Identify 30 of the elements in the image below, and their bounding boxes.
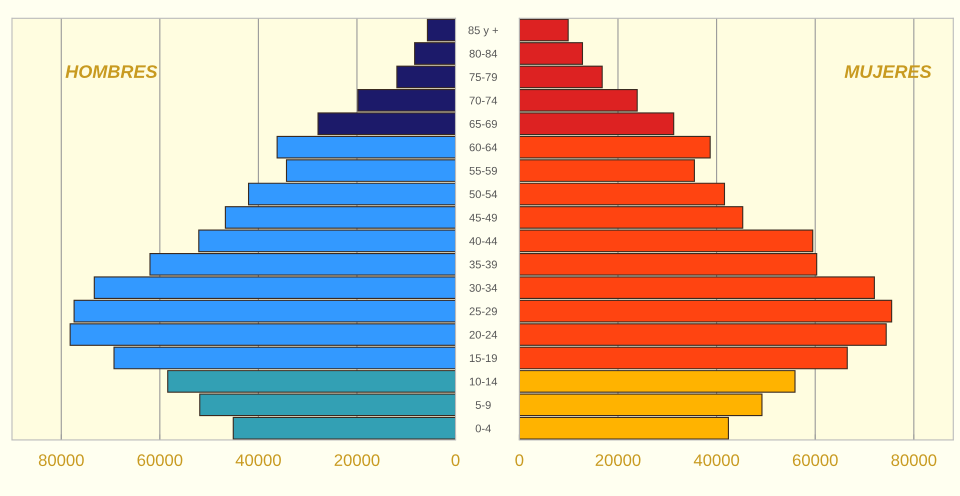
- x-tick-label: 20000: [596, 454, 640, 466]
- y-tick-label: 75-79: [470, 73, 497, 82]
- x-tick-label: 20000: [334, 454, 380, 466]
- annotation: HOMBRES: [66, 65, 158, 78]
- y-tick-label: 20-24: [470, 330, 498, 339]
- y-tick-label: 60-64: [470, 143, 498, 152]
- y-tick-label: 55-59: [469, 166, 497, 175]
- x-tick-label: 40000: [694, 454, 740, 466]
- y-tick-label: 45-49: [469, 214, 497, 222]
- x-tick-label: 80000: [891, 454, 936, 466]
- y-tick-label: 15-19: [470, 354, 497, 362]
- y-tick-label: 50-54: [469, 190, 498, 198]
- x-tick-label: 0: [515, 454, 524, 466]
- x-tick-label: 60000: [138, 454, 182, 466]
- y-tick-label: 10-14: [470, 378, 498, 386]
- x-tick-label: 80000: [38, 454, 84, 466]
- y-tick-label: 80-84: [470, 50, 498, 58]
- y-tick-label: 0-4: [476, 424, 491, 432]
- y-tick-label: 5-9: [476, 401, 491, 409]
- y-tick-label: 70-74: [470, 96, 498, 104]
- y-tick-label: 65-69: [470, 120, 497, 128]
- y-tick-label: 25-29: [470, 307, 497, 316]
- annotation: MUJERES: [844, 65, 932, 78]
- y-tick-label: 35-39: [469, 260, 497, 268]
- y-tick-label: 40-44: [469, 237, 498, 245]
- y-tick-label: 30-34: [469, 284, 498, 292]
- x-tick-label: 0: [452, 454, 460, 466]
- x-tick-label: 60000: [792, 454, 838, 466]
- y-tick-label: 85 y +: [468, 26, 498, 36]
- x-tick-label: 40000: [236, 454, 281, 466]
